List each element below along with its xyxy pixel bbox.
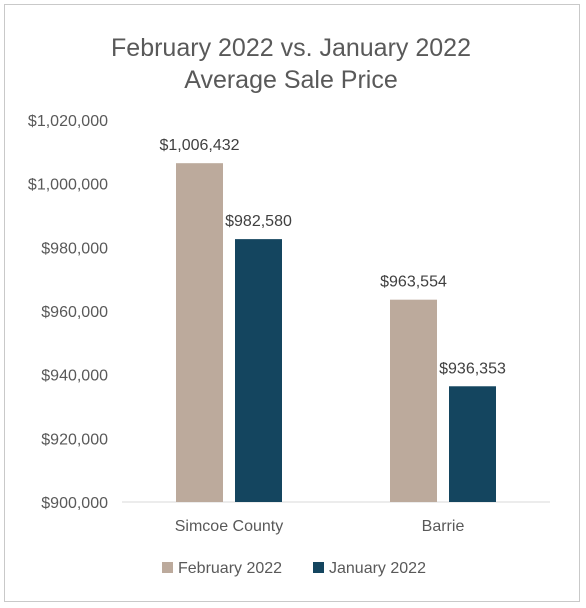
y-tick-label: $940,000: [41, 368, 108, 385]
category-label: Simcoe County: [175, 518, 284, 535]
bars: [176, 163, 496, 502]
chart-subtitle: Average Sale Price: [184, 66, 398, 94]
bar-february-1: [390, 299, 437, 502]
y-tick-label: $960,000: [41, 304, 108, 321]
legend-swatch: [162, 562, 173, 573]
y-tick-label: $900,000: [41, 495, 108, 512]
legend-label: January 2022: [329, 560, 426, 577]
y-tick-label: $1,020,000: [28, 113, 108, 130]
data-label: $936,353: [439, 360, 506, 377]
data-label: $1,006,432: [159, 137, 239, 154]
legend-swatch: [313, 562, 324, 573]
bar-january-0: [235, 239, 282, 502]
legend-label: February 2022: [178, 560, 282, 577]
data-labels: $1,006,432 $982,580 $963,554 $936,353: [159, 137, 506, 377]
data-label: $982,580: [225, 213, 292, 230]
data-label: $963,554: [380, 274, 447, 291]
y-tick-label: $920,000: [41, 431, 108, 448]
legend: February 2022 January 2022: [162, 560, 426, 577]
y-axis-ticks: $900,000 $920,000 $940,000 $960,000 $980,000…: [28, 113, 108, 512]
y-tick-label: $980,000: [41, 240, 108, 257]
category-label: Barrie: [422, 518, 465, 535]
bar-january-1: [449, 386, 496, 502]
category-labels: Simcoe County Barrie: [175, 518, 465, 535]
y-tick-label: $1,000,000: [28, 177, 108, 194]
chart-title: February 2022 vs. January 2022: [111, 34, 471, 62]
bar-february-0: [176, 163, 223, 502]
